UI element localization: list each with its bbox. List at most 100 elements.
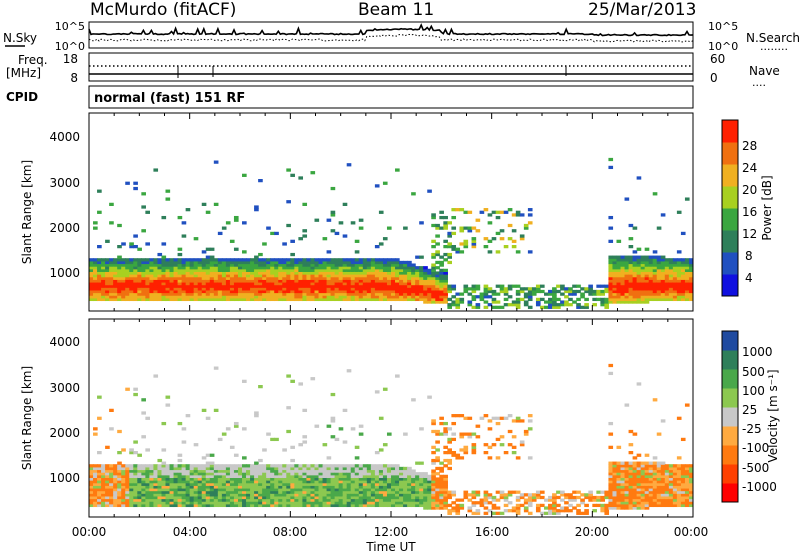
power-cell bbox=[310, 279, 316, 283]
power-cell bbox=[326, 258, 332, 262]
velocity-cell bbox=[258, 482, 263, 486]
velocity-cell bbox=[386, 477, 392, 481]
velocity-cell bbox=[487, 419, 493, 423]
power-cell bbox=[499, 284, 505, 288]
power-cell bbox=[358, 263, 364, 267]
velocity-cell bbox=[382, 493, 388, 497]
power-cell bbox=[632, 279, 638, 283]
power-cell bbox=[628, 255, 634, 259]
velocity-cell bbox=[640, 501, 646, 505]
power-cell bbox=[632, 258, 638, 262]
velocity-cell bbox=[688, 485, 693, 489]
power-cell bbox=[664, 297, 670, 302]
velocity-cell bbox=[105, 480, 110, 484]
power-cell bbox=[628, 271, 634, 275]
power-cell bbox=[688, 271, 693, 275]
velocity-cell bbox=[133, 495, 138, 500]
velocity-cell bbox=[423, 498, 428, 502]
power-cell bbox=[254, 263, 259, 267]
velocity-cell bbox=[185, 464, 191, 468]
power-cell bbox=[290, 274, 295, 278]
power-cell bbox=[290, 287, 295, 291]
power-colorbar-swatch bbox=[722, 230, 738, 253]
velocity-cell bbox=[459, 498, 465, 502]
power-cell bbox=[270, 268, 275, 272]
power-cell bbox=[302, 295, 308, 299]
velocity-cell bbox=[374, 466, 380, 471]
power-cell bbox=[97, 266, 102, 270]
power-cell bbox=[612, 260, 618, 265]
velocity-cell bbox=[217, 498, 223, 502]
power-cell bbox=[419, 268, 424, 272]
velocity-cell bbox=[648, 493, 654, 497]
power-cell bbox=[443, 245, 448, 249]
power-cell bbox=[318, 287, 324, 291]
velocity-cell bbox=[515, 490, 521, 494]
power-cell bbox=[318, 271, 324, 275]
velocity-cell bbox=[451, 451, 457, 455]
power-cell bbox=[427, 281, 432, 286]
power-cell bbox=[443, 292, 448, 296]
velocity-cell bbox=[395, 469, 400, 473]
power-cell bbox=[342, 276, 348, 280]
velocity-cell bbox=[467, 509, 473, 513]
power-cell bbox=[342, 260, 348, 265]
velocity-cell bbox=[564, 509, 569, 513]
power-cell bbox=[382, 181, 388, 185]
velocity-cell bbox=[157, 469, 163, 473]
velocity-cell bbox=[209, 482, 215, 486]
power-cell bbox=[342, 287, 348, 291]
velocity-cell bbox=[648, 495, 654, 500]
velocity-colorbar-swatch bbox=[722, 331, 738, 351]
velocity-cell bbox=[624, 474, 630, 478]
velocity-cell bbox=[636, 464, 642, 468]
power-cell bbox=[515, 300, 521, 304]
velocity-cell bbox=[262, 469, 267, 473]
velocity-cell bbox=[668, 474, 674, 478]
velocity-cell bbox=[358, 469, 364, 473]
velocity-cell bbox=[193, 503, 199, 508]
power-cell bbox=[109, 202, 114, 206]
velocity-cell bbox=[664, 501, 670, 505]
velocity-cell bbox=[491, 503, 497, 508]
power-cell bbox=[318, 289, 324, 294]
power-cell bbox=[161, 271, 167, 275]
power-cell bbox=[181, 271, 187, 275]
power-cell bbox=[173, 295, 179, 299]
power-cell bbox=[354, 250, 360, 254]
power-cell bbox=[189, 266, 195, 270]
power-cell bbox=[350, 266, 356, 270]
power-cell bbox=[620, 274, 626, 278]
power-cell bbox=[342, 263, 348, 267]
velocity-cell bbox=[129, 501, 134, 505]
power-cell bbox=[459, 297, 465, 302]
power-cell bbox=[209, 281, 215, 286]
power-cell bbox=[350, 271, 356, 275]
velocity-cell bbox=[125, 482, 130, 486]
power-cell bbox=[278, 271, 283, 275]
power-cell bbox=[483, 295, 489, 299]
power-cell bbox=[338, 258, 344, 262]
power-cell bbox=[125, 292, 130, 296]
velocity-cell bbox=[117, 501, 122, 505]
velocity-cell bbox=[632, 480, 638, 484]
velocity-cell bbox=[527, 414, 533, 418]
velocity-cell bbox=[274, 477, 279, 481]
power-cell bbox=[656, 263, 662, 267]
velocity-cell bbox=[386, 487, 392, 492]
velocity-cell bbox=[97, 480, 102, 484]
power-cell bbox=[403, 289, 408, 294]
power-cell bbox=[354, 271, 360, 275]
power-cell bbox=[250, 295, 255, 299]
power-cell bbox=[548, 289, 553, 294]
velocity-cell bbox=[294, 495, 299, 500]
velocity-cell bbox=[439, 461, 444, 465]
power-cell bbox=[350, 289, 356, 294]
velocity-cell bbox=[640, 503, 646, 508]
power-cell bbox=[310, 266, 316, 270]
velocity-cell bbox=[644, 487, 650, 492]
velocity-cell bbox=[270, 493, 275, 497]
power-cell bbox=[386, 260, 392, 265]
velocity-cell bbox=[93, 469, 98, 473]
power-cell bbox=[322, 263, 328, 267]
